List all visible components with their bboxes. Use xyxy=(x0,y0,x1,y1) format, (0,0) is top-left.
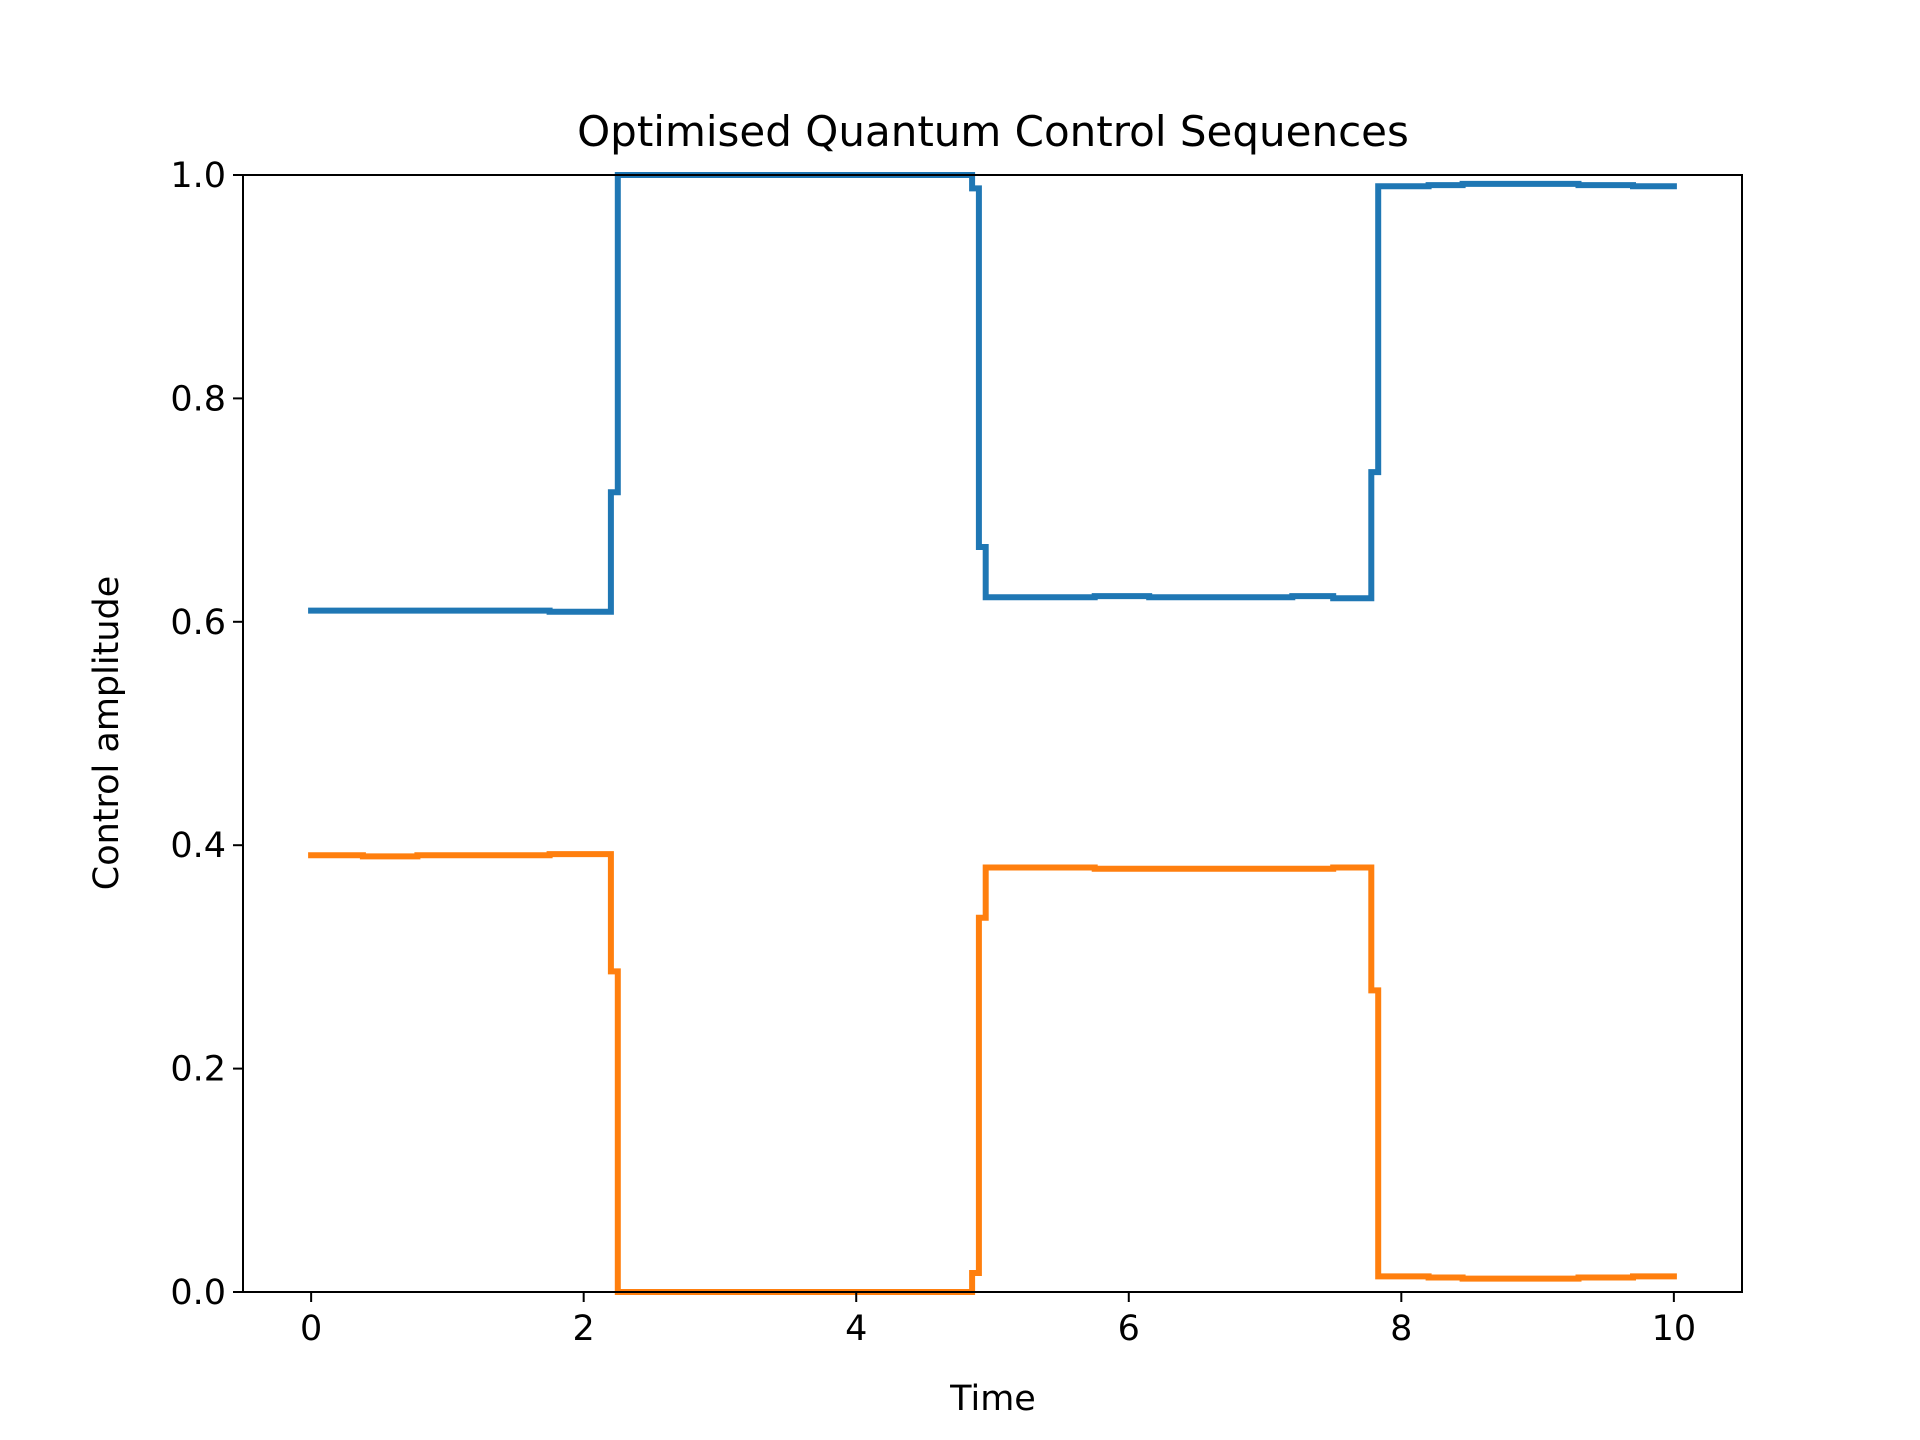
chart-title: Optimised Quantum Control Sequences xyxy=(577,107,1409,156)
series-control-2 xyxy=(308,851,1677,1295)
x-tick-label: 8 xyxy=(1390,1309,1412,1349)
series-layer xyxy=(308,172,1677,1295)
series-control-1 xyxy=(308,172,1677,615)
x-tick-label: 4 xyxy=(845,1309,867,1349)
x-tick-label: 10 xyxy=(1652,1309,1697,1349)
y-tick-label: 0.4 xyxy=(170,826,226,866)
y-tick-label: 0.8 xyxy=(170,379,226,419)
y-axis-label: Control amplitude xyxy=(87,576,127,891)
x-tick-label: 0 xyxy=(300,1309,322,1349)
x-tick-label: 6 xyxy=(1118,1309,1140,1349)
y-tick-label: 1.0 xyxy=(170,156,226,196)
y-tick-label: 0.6 xyxy=(170,603,226,643)
x-tick-label: 2 xyxy=(573,1309,595,1349)
x-axis: 0 2 4 6 8 10 xyxy=(300,1292,1696,1349)
y-tick-label: 0.0 xyxy=(170,1273,226,1313)
plot-frame xyxy=(242,174,1743,1293)
x-axis-label: Time xyxy=(949,1379,1036,1419)
y-axis: 0.0 0.2 0.4 0.6 0.8 1.0 xyxy=(170,156,243,1313)
y-tick-label: 0.2 xyxy=(170,1050,226,1090)
